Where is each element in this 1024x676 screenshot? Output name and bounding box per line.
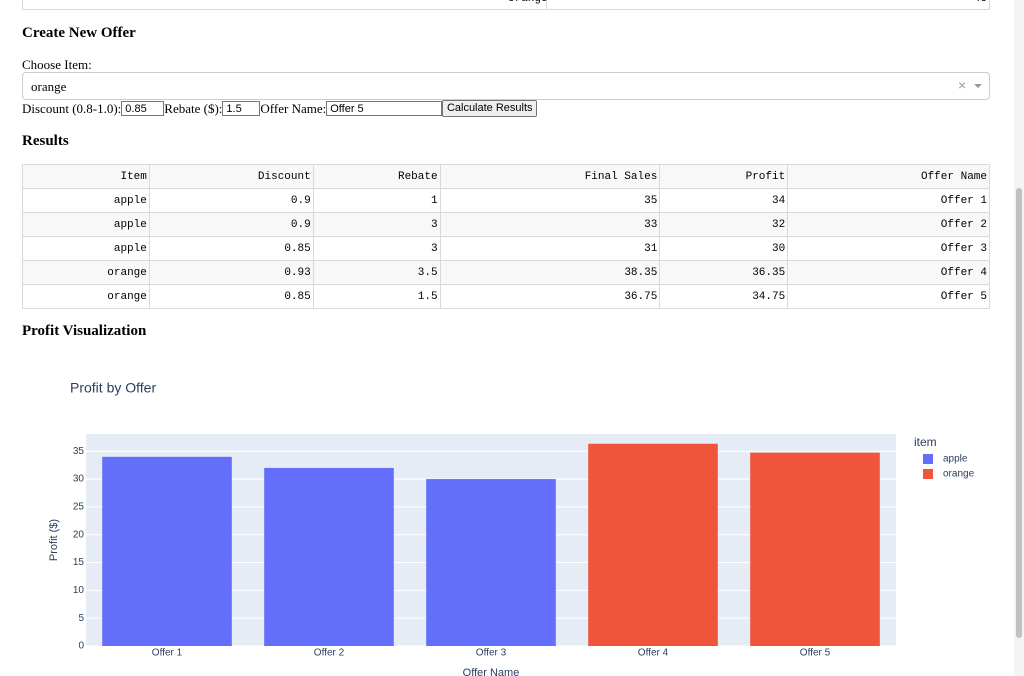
cell: 38.35 [439, 260, 661, 285]
x-tick-label: Offer 3 [476, 648, 507, 659]
label: Discount (0.8-1.0): [22, 100, 122, 116]
cell: Offer 4 [787, 260, 990, 285]
table-row: apple 0.9 3 33 32 Offer 2 [22, 212, 990, 237]
table-row: orange 0.93 3.5 38.35 36.35 Offer 4 [22, 260, 990, 285]
cell: Offer 3 [787, 236, 990, 261]
calculate-button[interactable]: Calculate Results [442, 100, 538, 117]
y-tick-label: 10 [73, 585, 85, 596]
y-tick-label: 5 [78, 613, 84, 624]
y-tick-label: 0 [78, 641, 84, 652]
x-tick-label: Offer 2 [314, 648, 345, 659]
cell: 1 [312, 188, 441, 213]
y-tick-label: 35 [73, 446, 85, 457]
dropdown-value: orange [31, 79, 67, 94]
cell: Offer 5 [787, 284, 990, 309]
legend-label: apple [943, 454, 968, 465]
cell: apple [22, 236, 150, 261]
cell: 3 [312, 236, 441, 261]
cell: apple [22, 188, 150, 213]
bar [588, 443, 718, 646]
offer-name-input[interactable]: Offer 5 [326, 101, 443, 116]
cell: 45 [974, 0, 987, 5]
profit-chart: Profit by Offer Offer Name Profit ($) it… [48, 380, 975, 676]
x-tick-label: Offer 1 [152, 648, 183, 659]
offer-form: Discount (0.8-1.0): 0.85 Rebate ($): 1.5… [22, 100, 538, 117]
table-row: apple 0.9 1 35 34 Offer 1 [22, 188, 990, 213]
cell: 0.9 [148, 188, 314, 213]
y-tick-label: 30 [73, 474, 85, 485]
cell: orange [22, 260, 150, 285]
cell: 34 [659, 188, 789, 213]
cell: 34.75 [659, 284, 789, 309]
scrollbar[interactable] [1014, 0, 1024, 676]
cell: 1.5 [312, 284, 441, 309]
cell: 0.85 [148, 284, 314, 309]
x-axis-title: Offer Name [463, 667, 520, 676]
section-title: Results [22, 133, 69, 149]
scrollbar-thumb[interactable] [1016, 188, 1022, 638]
cell: 32 [659, 212, 789, 237]
item-dropdown[interactable]: orange × [22, 72, 990, 100]
cell: 31 [439, 236, 661, 261]
cell: 3 [312, 212, 441, 237]
dropdown-arrow[interactable] [974, 84, 982, 92]
column-header: Item [22, 164, 150, 189]
label: Rebate ($): [164, 100, 223, 116]
section-title: Create New Offer [22, 25, 136, 41]
x-tick-label: Offer 5 [800, 648, 831, 659]
section-title: Profit Visualization [22, 323, 147, 339]
chart-title: Profit by Offer [70, 380, 156, 396]
label: Choose Item: [22, 57, 92, 72]
y-tick-label: 20 [73, 529, 85, 540]
table-row: apple 0.85 3 31 30 Offer 3 [22, 236, 990, 261]
column-header: Offer Name [787, 164, 990, 189]
y-axis-title: Profit ($) [48, 519, 60, 561]
cell: 0.85 [148, 236, 314, 261]
column-header: Discount [148, 164, 314, 189]
legend-title: item [914, 435, 937, 449]
bar [264, 467, 394, 646]
previous-row: orange 45 [22, 0, 990, 10]
cell: 33 [439, 212, 661, 237]
column-header: Rebate [312, 164, 441, 189]
cell: 36.75 [439, 284, 661, 309]
cell: 0.9 [148, 212, 314, 237]
cell: Offer 2 [787, 212, 990, 237]
bar [426, 479, 556, 646]
table-row: orange 0.85 1.5 36.75 34.75 Offer 5 [22, 284, 990, 309]
column-header: Profit [659, 164, 789, 189]
x-tick-label: Offer 4 [638, 648, 669, 659]
bar [750, 452, 880, 646]
cell: 3.5 [312, 260, 441, 285]
legend-swatch [923, 469, 933, 479]
cell: apple [22, 212, 150, 237]
label: Offer Name: [260, 100, 327, 116]
y-tick-label: 15 [73, 557, 85, 568]
cell: 35 [439, 188, 661, 213]
cell: Offer 1 [787, 188, 990, 213]
results-table: Item Discount Rebate Final Sales Profit Offer… [22, 164, 990, 309]
cell: 0.93 [148, 260, 314, 285]
legend-label: orange [943, 469, 975, 480]
cell: orange [508, 0, 548, 5]
cell: 36.35 [659, 260, 789, 285]
discount-input[interactable]: 0.85 [121, 101, 165, 116]
bar [102, 456, 232, 646]
cell: 30 [659, 236, 789, 261]
legend-swatch [923, 454, 933, 464]
clear-button[interactable]: × [958, 77, 967, 93]
cell: orange [22, 284, 150, 309]
column-header: Final Sales [439, 164, 661, 189]
rebate-input[interactable]: 1.5 [222, 101, 261, 116]
divider [546, 0, 547, 9]
y-tick-label: 25 [73, 502, 85, 513]
